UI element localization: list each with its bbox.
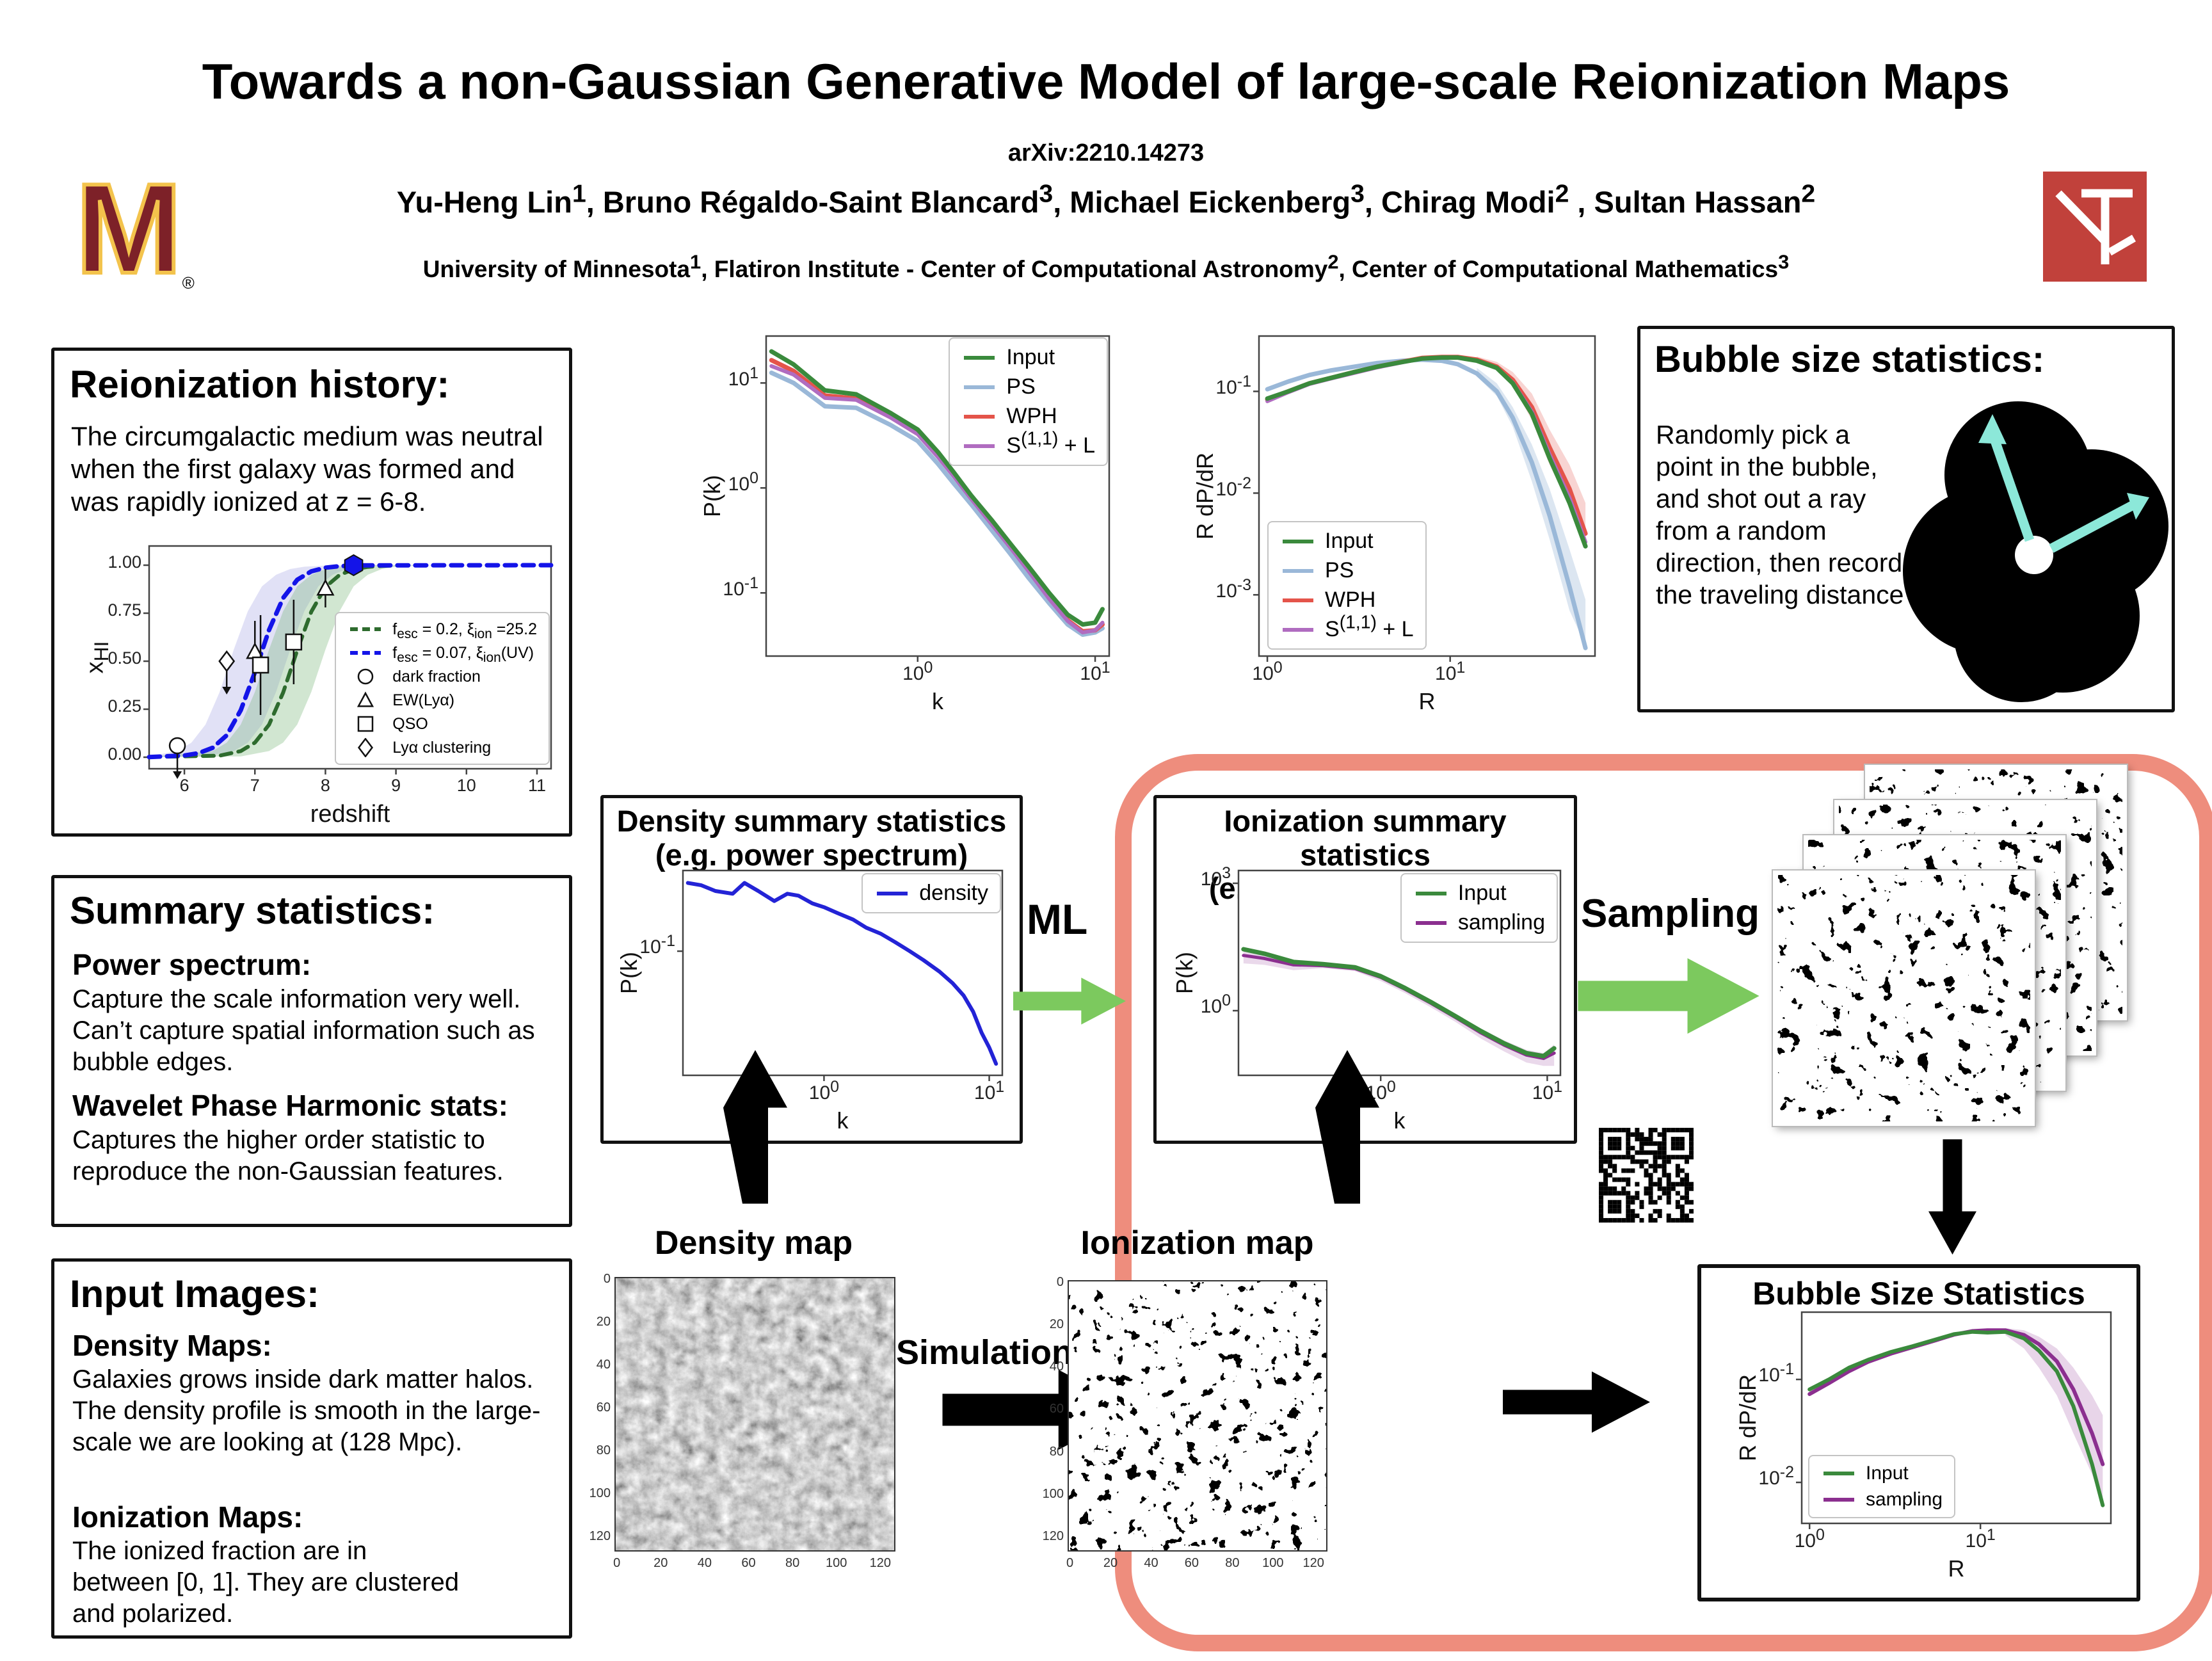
reionization-chart: 6 7 8 9 10 11 1.00 0.75 0.50 0.25 0.00 redshift xHI f… — [74, 541, 560, 828]
authors: Yu-Heng Lin1, Bruno Régaldo-Saint Blanca… — [396, 180, 1816, 219]
qr-code — [1599, 1128, 1694, 1223]
reionization-body: The circumgalactic medium was neutral wh… — [71, 421, 543, 517]
bubble-illustration — [1903, 401, 2168, 702]
density-map-image: 0 0 20 20 40 40 60 60 80 80 100 100 120 120 — [589, 1272, 895, 1570]
reionization-heading: Reionization history: — [70, 363, 450, 406]
bubble-stats-chart: 100 101 10-1 10-2 R R dP/dR Input sampling — [1725, 1307, 2119, 1582]
rdpdr-comparison-chart: 100 101 10-1 10-2 10-3 R R dP/dR Input PS WPH S(1,… — [1192, 330, 1601, 717]
sampling-arrow-icon — [1578, 958, 1759, 1034]
density-stats-title-line1: Density summary statistics — [616, 804, 1007, 838]
affiliations: University of Minnesota1, Flatiron Insti… — [422, 250, 1790, 282]
density-stats-title-line2: (e.g. power spectrum) — [655, 837, 968, 872]
down-arrow-icon — [1928, 1139, 1976, 1255]
umn-registered-mark: ® — [182, 273, 195, 293]
density-stats-title: Density summary statistics (e.g. power s… — [607, 804, 1016, 872]
bubble-note-body: Randomly pick a point in the bubble, and… — [1656, 420, 1904, 610]
density-ps-chart: 100 101 10-1 k P(k) density — [609, 865, 1011, 1134]
density-map-label: Density map — [654, 1224, 853, 1262]
wph-title: Wavelet Phase Harmonic stats: — [72, 1089, 508, 1122]
bubble-note-heading: Bubble size statistics: — [1655, 339, 2045, 380]
sample-map-1 — [1772, 869, 2036, 1127]
density-maps-body: Galaxies grows inside dark matter halos.… — [72, 1365, 541, 1456]
bubble-size-note-box: Bubble size statistics: Randomly pick a … — [1637, 326, 2175, 712]
ml-label: ML — [1027, 895, 1088, 943]
sampling-label: Sampling — [1581, 892, 1760, 936]
ml-arrow-icon — [1013, 977, 1126, 1025]
up-arrow-density-icon — [723, 1050, 787, 1204]
page-title: Towards a non-Gaussian Generative Model … — [202, 53, 2010, 109]
pk-comparison-chart: 100 101 101 100 10-1 k P(k) Input PS WPH S(1,1) + … — [699, 330, 1117, 717]
input-images-box: Input Images: Density Maps: Galaxies gro… — [51, 1258, 572, 1639]
ray-arrowhead-up — [1978, 414, 2007, 444]
density-stats-box: Density summary statistics (e.g. power s… — [600, 795, 1023, 1144]
bubble-stats-title: Bubble Size Statistics — [1752, 1276, 2085, 1312]
density-maps-title: Density Maps: — [72, 1329, 272, 1362]
ionization-map-image: 0 0 20 20 40 40 60 60 80 80 100 100 120 120 — [1043, 1275, 1327, 1570]
power-spectrum-title: Power spectrum: — [72, 948, 312, 981]
ionization-maps-body: The ionized fraction are in between [0, … — [72, 1537, 460, 1628]
right-arrow-bubble-icon — [1503, 1371, 1650, 1433]
wph-body: Captures the higher order statistic to r… — [72, 1126, 504, 1185]
flatiron-logo — [2043, 172, 2147, 282]
summary-heading: Summary statistics: — [70, 889, 435, 932]
up-arrow-ionization-icon — [1315, 1050, 1379, 1204]
ionization-map-label: Ionization map — [1080, 1224, 1314, 1262]
power-spectrum-body: Capture the scale information very well.… — [72, 985, 535, 1076]
simulation-label: Simulation — [896, 1333, 1073, 1372]
highlight-rounded-rect — [1115, 754, 2212, 1651]
umn-m-letter: M — [74, 157, 184, 300]
summary-statistics-box: Summary statistics: Power spectrum: Capt… — [51, 875, 572, 1227]
input-images-heading: Input Images: — [70, 1272, 320, 1315]
ray-arrowhead-right — [2127, 493, 2149, 520]
arxiv-label: arXiv:2210.14273 — [1007, 140, 1205, 166]
ionization-stats-title-line1: Ionization summary statistics — [1224, 804, 1507, 872]
umn-logo: M® — [74, 163, 195, 295]
ionization-maps-title: Ionization Maps: — [72, 1500, 303, 1534]
ionization-ps-chart: 100 101 103 100 k P(k) Input sampling — [1171, 864, 1563, 1134]
